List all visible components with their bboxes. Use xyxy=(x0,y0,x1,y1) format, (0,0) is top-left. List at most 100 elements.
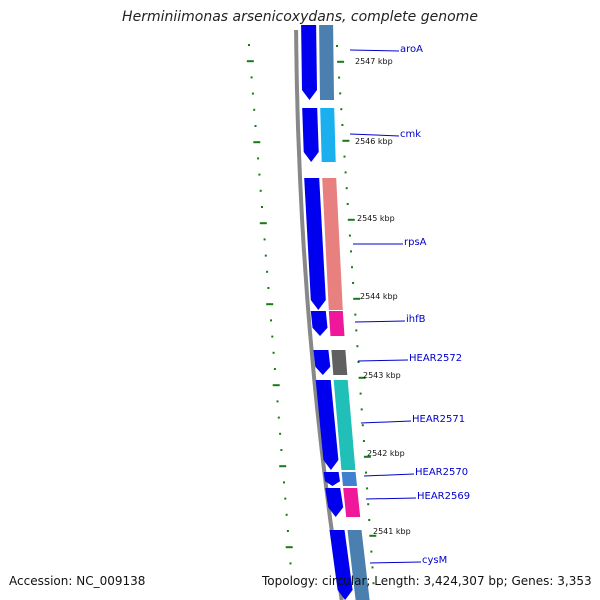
ticks-left xyxy=(246,44,293,565)
accession-text: Accession: NC_009138 xyxy=(9,574,146,588)
tick-mark xyxy=(277,416,280,419)
tick-mark xyxy=(279,432,282,435)
tick-mark xyxy=(257,157,260,160)
tick-mark xyxy=(353,297,361,300)
gene-label-cysm: cysM xyxy=(422,555,447,566)
tick-mark xyxy=(345,187,348,190)
tick-mark xyxy=(370,550,373,553)
strand-arrow xyxy=(329,530,353,600)
tick-mark xyxy=(267,287,270,289)
tick-mark xyxy=(285,513,288,516)
gene-block xyxy=(319,25,334,100)
tick-mark xyxy=(338,76,341,79)
tick-mark xyxy=(344,171,347,174)
tick-mark xyxy=(286,530,289,532)
kbp-label: 2547 kbp xyxy=(355,57,393,66)
tick-mark xyxy=(371,566,374,569)
gene-leader-line xyxy=(365,497,417,500)
gene-leader-line xyxy=(349,133,400,137)
gene-block xyxy=(320,108,336,162)
tick-mark xyxy=(362,440,365,442)
strand-arrow xyxy=(310,311,328,336)
gene-block xyxy=(341,472,357,486)
tick-mark xyxy=(285,546,293,549)
tick-mark xyxy=(343,155,346,158)
tick-mark xyxy=(270,319,272,322)
tick-mark xyxy=(336,45,338,47)
tick-mark xyxy=(341,124,344,126)
strand-arrow xyxy=(301,25,317,100)
strand-arrow xyxy=(323,472,340,486)
tick-mark xyxy=(359,392,362,395)
tick-mark xyxy=(366,487,369,490)
tick-mark xyxy=(347,218,355,221)
gene-label-cmk: cmk xyxy=(400,129,421,140)
strand-arrow xyxy=(302,108,319,162)
tick-mark xyxy=(346,203,349,205)
tick-mark xyxy=(372,582,375,585)
gene-leader-line xyxy=(369,561,422,564)
gene-leader-line xyxy=(357,359,409,362)
tick-mark xyxy=(266,270,269,273)
gene-labels: aroA cmk rpsA ihfB HEAR2572 HEAR2571 HEAR2570 H… xyxy=(349,44,470,566)
tick-mark xyxy=(250,76,253,79)
tick-mark xyxy=(253,141,261,144)
tick-mark xyxy=(351,266,353,269)
tick-mark xyxy=(248,44,250,46)
gene-block xyxy=(347,530,370,600)
genome-summary-text: Topology: circular; Length: 3,424,307 bp… xyxy=(262,574,592,588)
gene-block xyxy=(322,178,343,310)
tick-mark xyxy=(246,60,254,63)
kbp-label: 2543 kbp xyxy=(363,371,401,380)
tick-mark xyxy=(263,238,266,241)
gene-label-hear2569: HEAR2569 xyxy=(417,491,470,502)
tick-mark xyxy=(272,384,280,387)
gene-leader-line xyxy=(349,49,400,52)
kbp-label: 2545 kbp xyxy=(357,214,395,223)
tick-mark xyxy=(369,534,377,537)
ticks-right xyxy=(336,45,377,585)
tick-mark xyxy=(361,424,364,427)
gene-block xyxy=(333,380,356,470)
tick-mark xyxy=(356,345,359,348)
tick-mark xyxy=(354,313,357,316)
gene-leader-line xyxy=(354,320,406,323)
gene-label-hear2570: HEAR2570 xyxy=(415,467,468,478)
gene-label-ihfb: ihfB xyxy=(406,314,426,325)
tick-mark xyxy=(355,329,358,332)
gene-label-rpsa: rpsA xyxy=(404,237,427,248)
strand-arrow xyxy=(315,380,339,470)
kbp-label: 2544 kbp xyxy=(360,292,398,301)
gene-blocks xyxy=(319,25,370,600)
kbp-labels: 2547 kbp 2546 kbp 2545 kbp 2544 kbp 2543 kbp… xyxy=(355,57,411,536)
tick-mark xyxy=(284,497,287,500)
tick-mark xyxy=(365,471,367,474)
tick-mark xyxy=(259,189,262,192)
tick-mark xyxy=(367,503,370,506)
tick-mark xyxy=(358,376,366,379)
strand-blocks xyxy=(301,25,353,600)
strand-arrow xyxy=(325,488,344,517)
tick-mark xyxy=(289,562,292,565)
tick-mark xyxy=(271,335,274,338)
tick-mark xyxy=(350,250,352,253)
tick-mark xyxy=(337,60,345,63)
kbp-label: 2541 kbp xyxy=(373,527,411,536)
tick-mark xyxy=(348,234,351,237)
tick-mark xyxy=(273,368,276,370)
tick-mark xyxy=(251,92,254,95)
strand-arrow xyxy=(304,178,326,310)
tick-mark xyxy=(280,449,283,451)
tick-mark xyxy=(352,282,355,284)
tick-mark xyxy=(357,361,360,363)
gene-block xyxy=(328,311,345,336)
tick-mark xyxy=(368,519,371,521)
tick-mark xyxy=(363,455,371,458)
tick-mark xyxy=(259,222,267,225)
kbp-label: 2542 kbp xyxy=(367,449,405,458)
gene-label-hear2571: HEAR2571 xyxy=(412,414,465,425)
tick-mark xyxy=(266,303,274,306)
kbp-label: 2546 kbp xyxy=(355,137,393,146)
tick-mark xyxy=(253,108,256,111)
